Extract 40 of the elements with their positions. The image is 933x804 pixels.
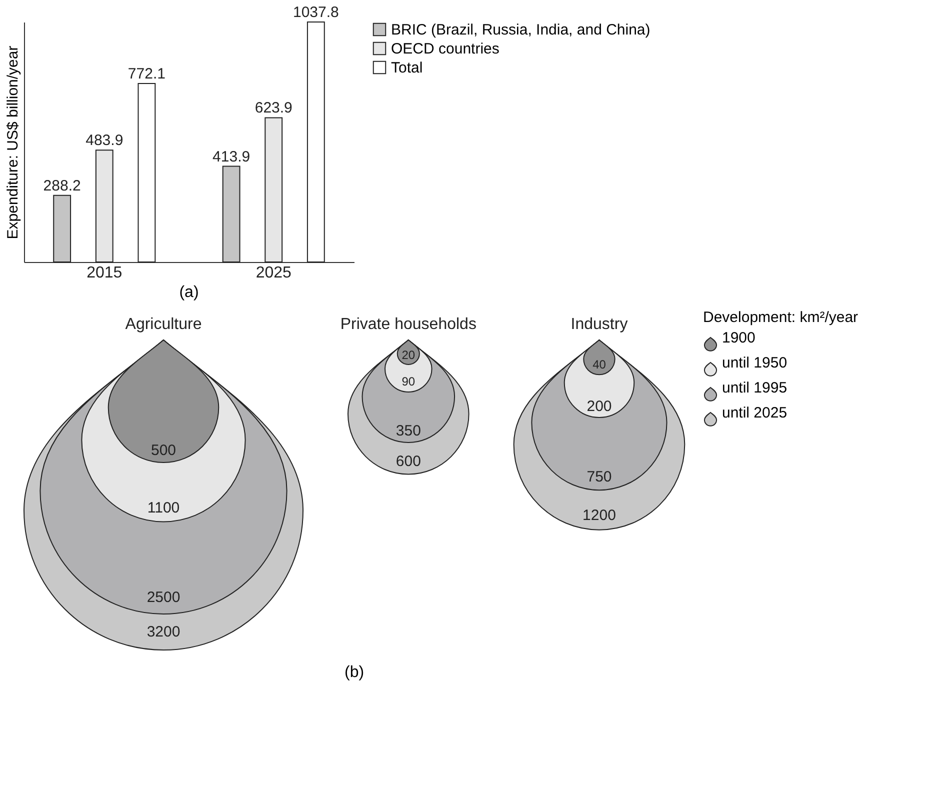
bar [95, 150, 114, 262]
data-label: 20 [402, 348, 416, 362]
legend-label: OECD countries [391, 40, 500, 58]
data-label: 2500 [146, 588, 180, 606]
data-label: 1037.8 [292, 4, 339, 21]
legend-label: until 1995 [722, 380, 788, 396]
data-label: 750 [586, 468, 612, 486]
legend-label: until 1950 [722, 354, 788, 372]
data-label: 200 [586, 398, 612, 416]
legend-label: Total [391, 60, 423, 76]
data-label: 40 [592, 358, 606, 372]
data-label: 3200 [146, 624, 180, 641]
bar [306, 22, 325, 262]
bar [138, 82, 156, 262]
data-label: 1200 [582, 507, 616, 524]
x-tick-label: 2015 [86, 264, 122, 282]
data-label: 772.1 [128, 65, 166, 82]
x-tick-label: 2025 [256, 264, 292, 282]
text: (a) [179, 284, 199, 301]
data-label: 90 [402, 374, 416, 388]
category-label: Agriculture [125, 316, 202, 333]
y-axis-title: Expenditure: US$ billion/year [4, 46, 22, 240]
bar [264, 117, 283, 262]
data-label: 1100 [147, 499, 180, 516]
category-label: Industry [570, 316, 628, 333]
legend-label: BRIC (Brazil, Russia, India, and China) [391, 22, 650, 38]
data-label: 413.9 [212, 148, 250, 166]
category-label: Private households [340, 316, 476, 333]
bar [53, 194, 72, 262]
data-label: 623.9 [254, 100, 292, 117]
text: (b) [344, 664, 364, 681]
data-label: 350 [396, 422, 421, 440]
data-label: 483.9 [86, 132, 124, 150]
data-label: 500 [150, 442, 176, 459]
legend-label: until 2025 [722, 404, 788, 422]
legend-title: Development: km²/year [703, 309, 858, 326]
data-label: 288.2 [43, 177, 81, 194]
bar [222, 166, 240, 262]
data-label: 600 [396, 453, 421, 470]
legend-label: 1900 [722, 330, 756, 346]
